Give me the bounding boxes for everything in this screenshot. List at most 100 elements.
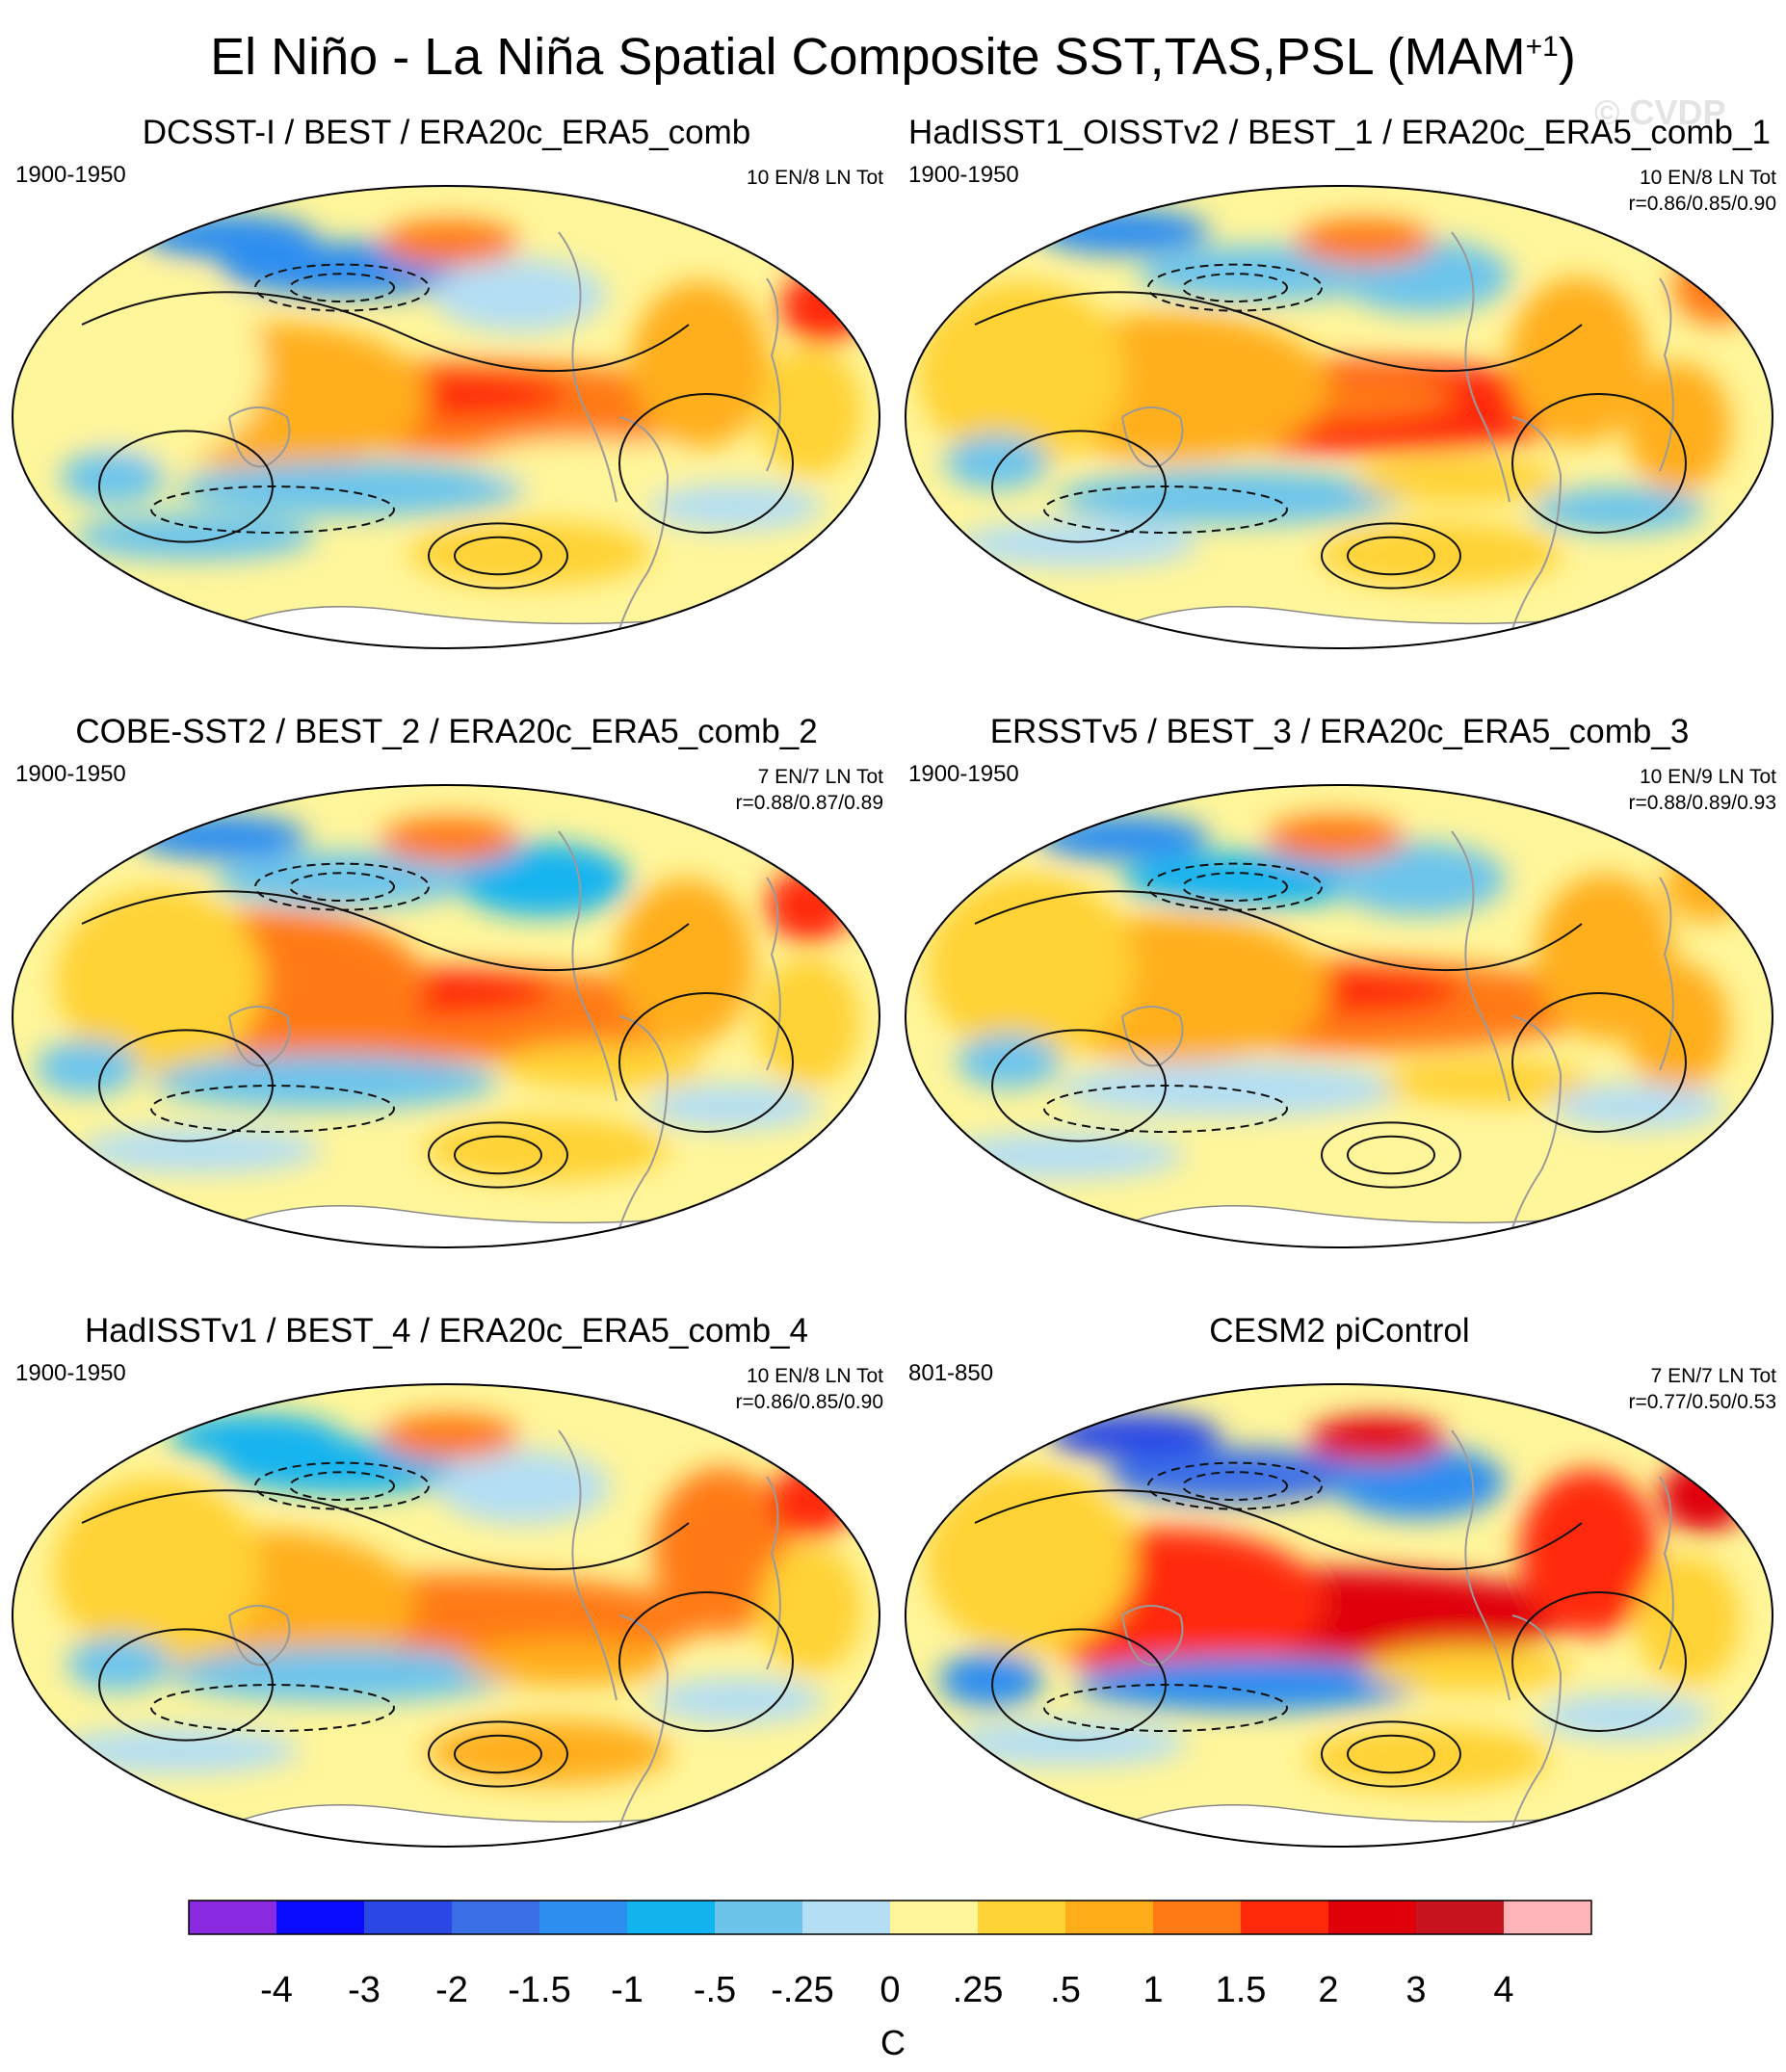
- anomaly-region: [1331, 1445, 1506, 1519]
- map-projection: [12, 185, 880, 649]
- psl-contour-positive: [454, 1734, 542, 1774]
- panel-title: CESM2 piControl: [1209, 1312, 1470, 1350]
- psl-contour-positive: [618, 393, 794, 534]
- map-border: [905, 1383, 1773, 1848]
- panel-years: 1900-1950: [908, 162, 1019, 188]
- event-counts: 10 EN/8 LN Tot: [746, 1365, 883, 1387]
- psl-contour-negative: [1182, 872, 1288, 903]
- psl-contour-positive: [618, 992, 794, 1133]
- map-border: [12, 784, 880, 1248]
- anomaly-region: [1120, 852, 1381, 907]
- anomaly-region: [498, 1042, 707, 1089]
- anomaly-region: [1532, 486, 1706, 534]
- anomaly-region: [616, 879, 755, 1046]
- anomaly-region: [1625, 962, 1730, 1092]
- map-panel-3: COBE-SST2 / BEST_2 / ERA20c_ERA5_comb_2 1…: [0, 713, 893, 1310]
- anomaly-region: [53, 1478, 262, 1664]
- map-border: [12, 1383, 880, 1848]
- pattern-correlation: r=0.77/0.50/0.53: [1628, 1391, 1776, 1413]
- coastline: [558, 830, 617, 1102]
- panel-years: 801-850: [908, 1360, 994, 1386]
- anomaly-region: [1353, 457, 1563, 504]
- colorbar-swatch: [1065, 1901, 1153, 1934]
- coastline: [1121, 1006, 1184, 1067]
- anomaly-region: [66, 1636, 171, 1692]
- psl-contour-negative: [289, 872, 395, 903]
- psl-contour-positive: [98, 430, 274, 543]
- anomaly-region: [758, 1544, 863, 1675]
- anomaly-region: [1551, 1083, 1725, 1130]
- colorbar-swatch: [1504, 1901, 1591, 1934]
- anomaly-region: [1538, 1692, 1713, 1740]
- anomaly-region: [57, 275, 266, 461]
- colorbar-swatch: [715, 1901, 802, 1934]
- anomaly-region: [1332, 842, 1507, 916]
- colorbar-swatch: [1153, 1901, 1241, 1934]
- psl-contour-positive: [81, 1489, 690, 1571]
- map-projection: [12, 1383, 880, 1848]
- psl-contour-positive: [991, 430, 1167, 543]
- psl-contour-positive: [428, 1121, 568, 1189]
- panel-years: 1900-1950: [15, 761, 126, 787]
- anomaly-region: [151, 1054, 499, 1110]
- anomaly-region: [1319, 522, 1563, 588]
- anomaly-region: [1057, 469, 1405, 525]
- colorbar-tick-label: .5: [1050, 1970, 1081, 2010]
- psl-contour-positive: [974, 1489, 1583, 1571]
- anomaly-region: [766, 868, 854, 943]
- colorbar-swatch: [189, 1901, 276, 1934]
- psl-contour-positive: [1321, 1121, 1461, 1189]
- colorbar-swatch: [1416, 1901, 1504, 1934]
- anomaly-region: [460, 1639, 670, 1686]
- coastline: [1451, 231, 1510, 503]
- anomaly-region: [944, 433, 1049, 490]
- anomaly-region: [1036, 208, 1210, 255]
- anomaly-region: [380, 816, 519, 863]
- anomaly-region: [380, 219, 519, 266]
- colorbar-swatch: [364, 1901, 452, 1934]
- anomaly-region: [917, 280, 1126, 466]
- anomaly-region: [1665, 848, 1752, 922]
- coastline: [1121, 407, 1184, 468]
- psl-contour-positive: [1511, 1591, 1687, 1732]
- anomaly-region: [956, 1033, 1061, 1089]
- anomaly-region: [630, 281, 770, 448]
- psl-contour-positive: [974, 890, 1583, 972]
- map-border: [12, 185, 880, 649]
- anomaly-region: [779, 269, 867, 344]
- anomaly-region: [214, 852, 475, 907]
- anomaly-region: [755, 957, 860, 1088]
- map-panel-2: HadISST1_OISSTv2 / BEST_1 / ERA20c_ERA5_…: [893, 114, 1786, 711]
- coastline: [558, 231, 617, 503]
- panel-counts: 10 EN/8 LN Tot r=0.86/0.85/0.90: [735, 1363, 883, 1415]
- anomaly-region: [177, 460, 525, 517]
- pattern-correlation: r=0.88/0.89/0.93: [1628, 792, 1776, 814]
- anomaly-region: [428, 1719, 671, 1785]
- colorbar-swatch: [978, 1901, 1065, 1934]
- anomaly-region: [646, 1083, 821, 1130]
- colorbar-tick-label: 1: [1143, 1970, 1164, 2010]
- anomaly-region: [768, 1464, 855, 1538]
- anomaly-region: [169, 1646, 516, 1703]
- anomaly-region: [1047, 1412, 1221, 1459]
- anomaly-region: [1307, 1416, 1447, 1463]
- psl-contour-negative: [289, 273, 395, 303]
- anomaly-region: [168, 1413, 342, 1460]
- anomaly-region: [1381, 1059, 1590, 1106]
- map-panel-5: HadISSTv1 / BEST_4 / ERA20c_ERA5_comb_4 1…: [0, 1312, 893, 1909]
- panel-title: DCSST-I / BEST / ERA20c_ERA5_comb: [142, 114, 751, 151]
- anomaly-region: [1265, 814, 1405, 861]
- psl-contour-positive: [1347, 1135, 1435, 1175]
- anomaly-region: [944, 1719, 1188, 1767]
- coastline: [1451, 1429, 1510, 1701]
- anomaly-region: [1283, 1125, 1527, 1191]
- pattern-correlation: r=0.86/0.85/0.90: [1628, 193, 1776, 215]
- psl-contour-positive: [98, 1029, 274, 1142]
- map-projection: [12, 784, 880, 1248]
- map-panel-6: CESM2 piControl 801-850 7 EN/7 LN Tot r=0.7…: [893, 1312, 1786, 1909]
- colorbar-tick-label: .25: [952, 1970, 1004, 2010]
- panel-counts: 10 EN/8 LN Tot: [747, 165, 883, 191]
- coastline: [766, 277, 781, 472]
- coastline: [228, 407, 291, 468]
- map-border: [905, 784, 1773, 1248]
